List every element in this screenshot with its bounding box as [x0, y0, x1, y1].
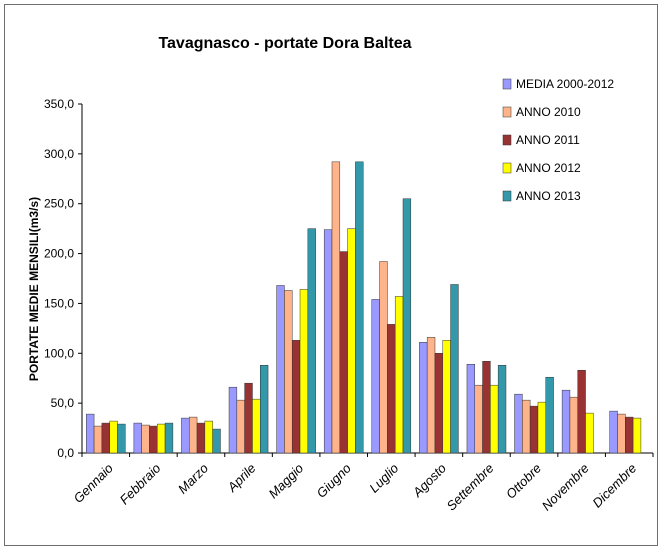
bar	[86, 413, 95, 454]
y-tick-label: 250,0	[44, 197, 74, 211]
bar	[164, 422, 174, 454]
bar	[212, 428, 221, 454]
x-tick-label: Ottobre	[503, 461, 544, 502]
bar	[228, 386, 238, 454]
bar	[339, 251, 348, 454]
y-axis-label: PORTATE MEDIE MENSILI(m3/s)	[27, 197, 41, 381]
bar	[371, 299, 380, 454]
chart-title: Tavagnasco - portate Dora Baltea	[158, 35, 411, 52]
legend-label: ANNO 2011	[516, 133, 580, 147]
bar	[236, 399, 245, 454]
bar	[204, 420, 213, 454]
bar	[189, 416, 198, 454]
bar	[585, 412, 594, 454]
bar	[632, 417, 642, 454]
bar	[196, 422, 206, 454]
x-tick-label: Maggio	[265, 461, 306, 502]
bar	[259, 365, 269, 454]
legend-label: MEDIA 2000-2012	[516, 77, 614, 91]
bar	[450, 284, 459, 454]
bar	[466, 364, 476, 454]
bar	[402, 198, 412, 454]
legend-swatch	[502, 134, 512, 146]
bar	[442, 340, 451, 454]
bar	[284, 290, 293, 454]
x-tick-label: Novembre	[539, 461, 592, 514]
legend: MEDIA 2000-2012 ANNO 2010 ANNO 2011 ANNO 20…	[502, 77, 614, 203]
bar	[569, 396, 578, 454]
bar	[355, 161, 364, 454]
bar	[133, 422, 142, 454]
x-tick-label: Aprile	[224, 461, 259, 496]
bar	[514, 393, 523, 454]
bar	[109, 420, 118, 454]
bar	[101, 422, 110, 454]
legend-label: ANNO 2012	[516, 161, 581, 175]
legend-swatch	[502, 162, 512, 174]
x-tick-label: Luglio	[366, 461, 401, 496]
bar	[434, 353, 444, 454]
bar	[497, 365, 507, 454]
legend-swatch	[502, 78, 512, 90]
x-tick-label: Settembre	[444, 461, 497, 514]
y-tick-label: 0,0	[57, 446, 74, 460]
y-tick-label: 350,0	[44, 97, 74, 111]
plot-area: 0,0 50,0 100,0 150,0 200,0 250,0 300,0 350,0 Gen…	[44, 97, 654, 514]
bar	[276, 285, 285, 454]
bar	[545, 376, 554, 454]
bar	[141, 424, 150, 454]
bar	[482, 361, 491, 454]
bar	[347, 228, 356, 454]
bar	[387, 324, 396, 454]
bar	[617, 413, 626, 454]
y-tick-label: 50,0	[51, 396, 75, 410]
bar	[537, 401, 546, 454]
y-tick-label: 100,0	[44, 346, 74, 360]
bar	[331, 161, 341, 454]
bar	[379, 261, 388, 454]
bar	[561, 389, 571, 454]
legend-swatch	[502, 190, 512, 202]
y-tick-label: 300,0	[44, 147, 74, 161]
x-tick-label: Agosto	[409, 461, 449, 501]
bar	[323, 229, 333, 454]
legend-swatch	[502, 106, 512, 118]
bar	[149, 425, 158, 454]
bar	[244, 382, 253, 454]
bar	[474, 384, 483, 454]
x-tick-label: Gennaio	[71, 461, 116, 506]
bar	[93, 425, 103, 454]
bar	[307, 228, 316, 454]
bar	[625, 416, 634, 454]
x-tick-label: Dicembre	[589, 461, 639, 511]
bar	[490, 384, 499, 454]
y-tick-label: 200,0	[44, 247, 74, 261]
bar	[419, 342, 428, 454]
bar	[426, 337, 436, 454]
bar	[577, 369, 586, 454]
bar	[299, 289, 309, 454]
bar	[522, 399, 531, 454]
x-tick-label: Giugno	[314, 461, 354, 501]
x-tick-label: Febbraio	[117, 461, 164, 508]
bar	[609, 410, 618, 454]
x-tick-label: Marzo	[175, 461, 211, 497]
bar	[117, 423, 126, 454]
bar	[252, 398, 261, 454]
bar	[157, 423, 166, 454]
legend-label: ANNO 2010	[516, 105, 581, 119]
legend-label: ANNO 2013	[516, 189, 581, 203]
bar	[394, 296, 404, 454]
y-tick-label: 150,0	[44, 296, 74, 310]
bar	[529, 405, 539, 454]
bar	[291, 340, 301, 454]
bar	[181, 417, 190, 454]
